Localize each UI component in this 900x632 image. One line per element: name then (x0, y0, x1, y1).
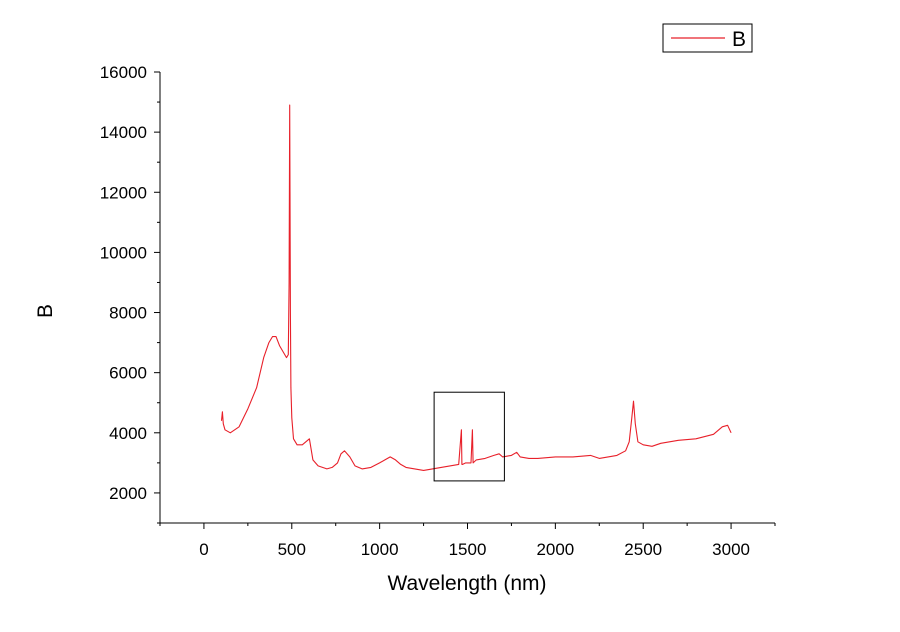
x-axis-title: Wavelength (nm) (387, 572, 546, 595)
y-tick-label: 14000 (100, 123, 147, 142)
y-axis-title: B (34, 304, 57, 318)
y-tick-label: 4000 (109, 424, 147, 443)
x-tick-label: 0 (199, 540, 208, 559)
annotation-layer (433, 391, 505, 482)
x-tick-label: 1000 (361, 540, 399, 559)
x-tick-label: 1500 (449, 540, 487, 559)
y-tick-label: 2000 (109, 484, 147, 503)
legend-label-b: B (732, 28, 746, 51)
y-tick-label: 16000 (100, 63, 147, 82)
x-tick-label: 500 (278, 540, 306, 559)
x-tick-label: 2500 (624, 540, 662, 559)
series-layer (220, 104, 732, 471)
y-tick-label: 12000 (100, 183, 147, 202)
x-tick-label: 2000 (536, 540, 574, 559)
x-tick-label: 3000 (712, 540, 750, 559)
axes-layer: 2000 4000 6000 8000 10000 12000 14000 16000 0 500… (100, 63, 776, 559)
y-tick-label: 6000 (109, 364, 147, 383)
series-line-b (220, 104, 732, 471)
annotation-rectangle (433, 391, 505, 482)
legend: B (662, 23, 753, 53)
y-tick-label: 10000 (100, 243, 147, 262)
y-tick-label: 8000 (109, 304, 147, 323)
